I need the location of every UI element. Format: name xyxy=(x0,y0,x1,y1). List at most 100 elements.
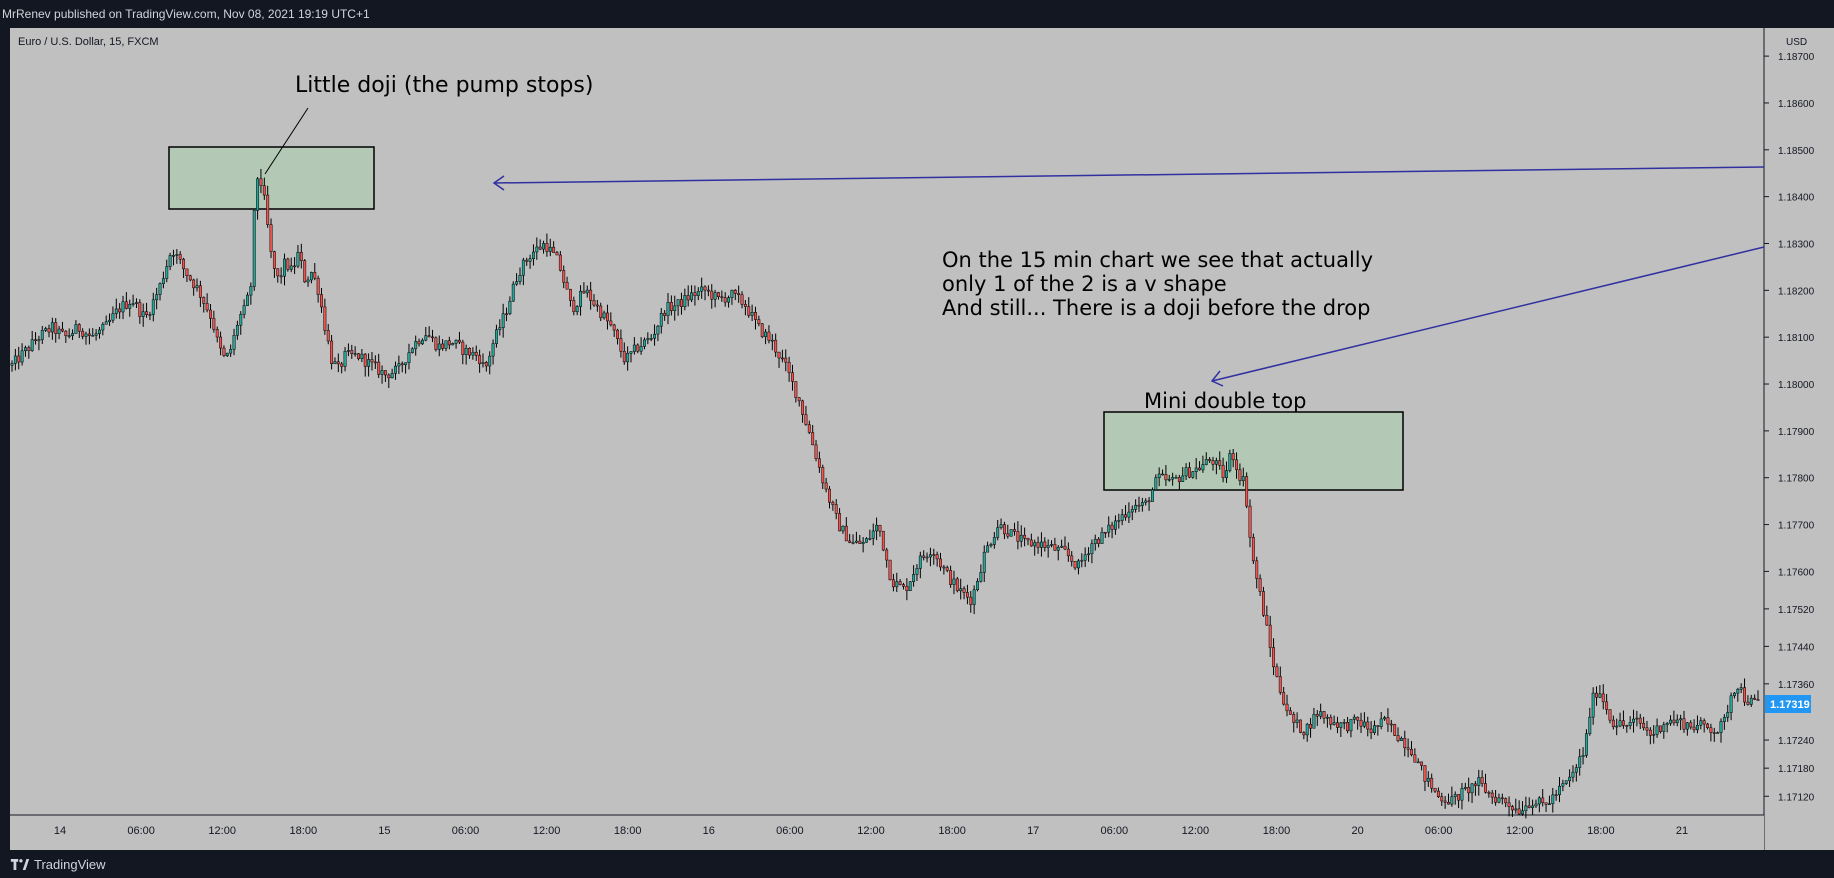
candle xyxy=(1467,777,1471,802)
candle xyxy=(1130,505,1134,521)
candle xyxy=(787,356,791,382)
candle xyxy=(585,285,589,298)
doji-highlight-box[interactable] xyxy=(168,146,375,210)
candle xyxy=(717,291,720,300)
candle xyxy=(373,355,377,369)
candle xyxy=(999,518,1003,530)
candle xyxy=(17,346,21,370)
candle xyxy=(108,313,112,326)
candle xyxy=(639,337,643,355)
candle xyxy=(427,326,431,338)
candle xyxy=(1113,515,1117,535)
doji-annotation[interactable]: Little doji (the pump stops) xyxy=(295,73,593,98)
candle xyxy=(1739,683,1743,694)
double-top-highlight-box[interactable] xyxy=(1103,411,1404,491)
arrow-to-double-top[interactable] xyxy=(1210,246,1765,387)
candle xyxy=(484,360,488,372)
candle xyxy=(198,280,202,307)
candle xyxy=(905,578,909,601)
candle xyxy=(1494,790,1498,806)
time-tick-label: 06:00 xyxy=(127,825,155,837)
candle xyxy=(457,331,461,345)
candle xyxy=(148,311,152,321)
candle xyxy=(1124,505,1127,521)
candle xyxy=(1706,722,1709,730)
symbol-label[interactable]: Euro / U.S. Dollar, 15, FXCM xyxy=(18,36,159,48)
candle xyxy=(683,288,687,311)
candle xyxy=(1164,465,1168,486)
candle xyxy=(1154,474,1158,491)
candle xyxy=(676,299,680,316)
candle xyxy=(1410,741,1413,757)
candle xyxy=(1194,458,1198,480)
time-tick-label: 18:00 xyxy=(938,825,966,837)
candle xyxy=(215,326,219,343)
candle xyxy=(1090,539,1094,564)
candle xyxy=(57,325,61,340)
comment-line-3[interactable]: And still... There is a doji before the … xyxy=(942,296,1370,320)
price-chart[interactable]: Euro / U.S. Dollar, 15, FXCM USD 1.18700… xyxy=(10,28,1834,850)
candle xyxy=(965,584,969,605)
candle xyxy=(945,565,949,573)
candle xyxy=(1568,769,1572,788)
candle xyxy=(1147,497,1151,511)
candle xyxy=(1288,707,1292,715)
candle xyxy=(235,320,239,340)
candle xyxy=(518,267,522,285)
candle xyxy=(794,381,798,403)
candle xyxy=(316,275,320,303)
candle xyxy=(764,328,768,345)
candle xyxy=(1073,560,1077,571)
double-top-annotation[interactable]: Mini double top xyxy=(1144,389,1306,413)
candle xyxy=(1383,715,1387,721)
candle xyxy=(474,345,478,361)
candle xyxy=(1120,508,1124,526)
plot-area[interactable] xyxy=(10,28,1764,815)
candle xyxy=(1753,694,1757,700)
time-axis[interactable] xyxy=(10,815,1764,850)
candle xyxy=(1487,790,1491,798)
candle xyxy=(710,284,714,309)
comment-line-1[interactable]: On the 15 min chart we see that actually xyxy=(942,248,1373,272)
candle xyxy=(1749,694,1753,707)
candle xyxy=(1463,782,1467,791)
candle xyxy=(1161,469,1164,476)
candle xyxy=(743,299,747,316)
current-price-badge: 1.17319 xyxy=(1765,695,1811,713)
comment-line-2[interactable]: only 1 of the 2 is a v shape xyxy=(942,272,1227,296)
candle xyxy=(468,347,471,359)
candle xyxy=(871,523,875,546)
candle xyxy=(844,517,848,542)
candle xyxy=(1023,527,1027,547)
candle xyxy=(555,250,559,256)
time-tick-label: 06:00 xyxy=(776,825,804,837)
candle xyxy=(212,310,216,333)
candle xyxy=(1127,502,1131,524)
candle xyxy=(1729,692,1733,721)
candle xyxy=(1642,716,1646,731)
candle xyxy=(1245,472,1249,509)
candle xyxy=(1389,719,1393,733)
arrow-to-doji[interactable] xyxy=(492,166,1765,191)
candle xyxy=(1655,718,1659,738)
candle xyxy=(535,237,539,260)
candle xyxy=(98,326,101,339)
candle xyxy=(138,299,142,324)
candle xyxy=(229,344,233,357)
candle xyxy=(262,177,266,200)
candle xyxy=(1460,782,1464,810)
tradingview-brand[interactable]: TradingView xyxy=(10,857,106,872)
candle xyxy=(67,328,71,339)
candle xyxy=(81,328,85,340)
candle xyxy=(1026,537,1030,546)
candle xyxy=(1669,715,1672,726)
candle xyxy=(939,552,942,571)
candle xyxy=(1514,798,1518,814)
candle xyxy=(498,319,502,336)
candle xyxy=(626,346,630,371)
candle xyxy=(1235,452,1239,479)
candle xyxy=(279,267,283,284)
candle xyxy=(44,326,48,332)
candle xyxy=(380,365,384,384)
price-tick-label: 1.17360 xyxy=(1778,680,1815,691)
